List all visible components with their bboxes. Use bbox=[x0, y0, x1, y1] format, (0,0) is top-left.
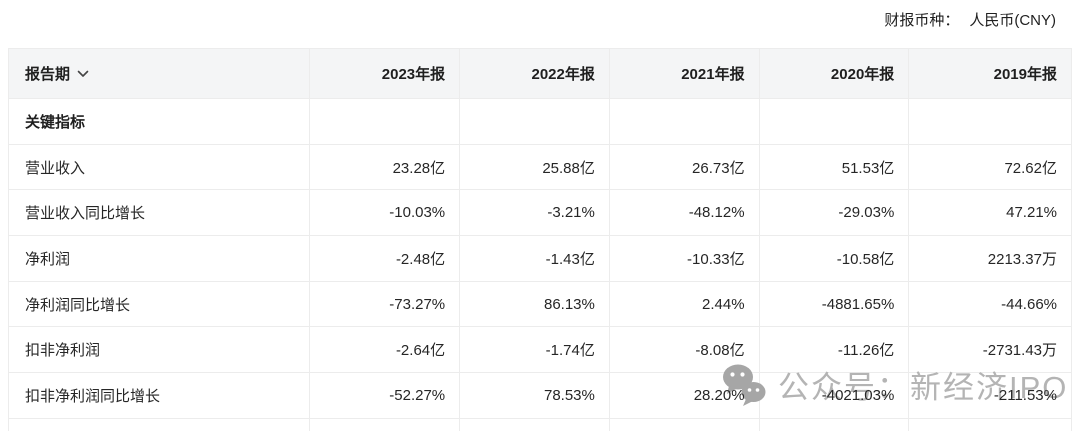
cell-value: -4881.65% bbox=[760, 281, 910, 327]
section-row: 关键指标 bbox=[9, 99, 1071, 145]
row-label: 净利润 bbox=[9, 236, 311, 281]
row-label: 净利润同比增长 bbox=[9, 281, 311, 327]
cell-value: 51.53亿 bbox=[760, 144, 910, 190]
table-row-revenue: 营业收入 23.28亿 25.88亿 26.73亿 51.53亿 72.62亿 bbox=[9, 144, 1071, 191]
table-row-partial bbox=[9, 418, 1071, 431]
empty-cell bbox=[760, 418, 910, 431]
empty-cell bbox=[909, 419, 1071, 431]
column-header-2023: 2023年报 bbox=[310, 49, 461, 98]
empty-cell bbox=[460, 418, 610, 431]
cell-value: -3.21% bbox=[460, 190, 610, 236]
column-header-2022: 2022年报 bbox=[460, 49, 610, 98]
cell-value: -2.64亿 bbox=[310, 327, 461, 373]
cell-value: -29.03% bbox=[760, 190, 910, 236]
cell-value: -44.66% bbox=[1001, 295, 1057, 313]
cell-value: 47.21% bbox=[1006, 204, 1057, 222]
column-header-2021: 2021年报 bbox=[610, 49, 760, 98]
cell-value: -211.53% bbox=[993, 386, 1057, 404]
table-row-adj-net-profit: 扣非净利润 -2.64亿 -1.74亿 -8.08亿 -11.26亿 -2731… bbox=[9, 327, 1071, 374]
currency-note: 财报币种： 人民币(CNY) bbox=[884, 9, 1056, 30]
currency-label: 财报币种： bbox=[884, 12, 960, 29]
financial-table: 报告期 2023年报 2022年报 2021年报 2020年报 2019年报 关… bbox=[8, 48, 1072, 431]
cell-value: 72.62亿 bbox=[1004, 159, 1057, 177]
cell-value: -4021.03% bbox=[760, 373, 910, 418]
empty-cell bbox=[909, 99, 1071, 144]
cell-value: -10.33亿 bbox=[610, 236, 760, 281]
cell-value: -11.26亿 bbox=[760, 327, 910, 373]
table-row-net-profit: 净利润 -2.48亿 -1.43亿 -10.33亿 -10.58亿 2213.3… bbox=[9, 236, 1071, 282]
empty-cell bbox=[760, 99, 910, 144]
row-label: 扣非净利润同比增长 bbox=[9, 373, 311, 418]
cell-value: 26.73亿 bbox=[610, 144, 760, 190]
cell-value: 23.28亿 bbox=[310, 144, 461, 190]
table-row-net-profit-yoy: 净利润同比增长 -73.27% 86.13% 2.44% -4881.65% -… bbox=[9, 281, 1071, 328]
report-period-label: 报告期 bbox=[25, 66, 71, 83]
cell-value: -2731.43万 bbox=[982, 342, 1057, 360]
empty-cell bbox=[310, 99, 461, 144]
cell-value: 28.20% bbox=[610, 373, 760, 418]
cell-value: 2.44% bbox=[610, 281, 760, 327]
section-title: 关键指标 bbox=[9, 99, 311, 144]
row-label: 营业收入同比增长 bbox=[9, 190, 311, 236]
cell-value: -73.27% bbox=[310, 281, 461, 327]
table-row-revenue-yoy: 营业收入同比增长 -10.03% -3.21% -48.12% -29.03% … bbox=[9, 190, 1071, 237]
report-period-header[interactable]: 报告期 bbox=[9, 49, 311, 98]
cell-value: 2213.37万 bbox=[987, 250, 1057, 268]
empty-cell bbox=[460, 99, 610, 144]
empty-cell bbox=[310, 418, 461, 431]
column-header-2019: 2019年报 bbox=[993, 66, 1057, 83]
cell-value: -10.58亿 bbox=[760, 236, 910, 281]
cell-value: -2.48亿 bbox=[310, 236, 461, 281]
cell-value: 25.88亿 bbox=[460, 144, 610, 190]
row-label: 扣非净利润 bbox=[9, 327, 311, 373]
row-label: 营业收入 bbox=[9, 144, 311, 190]
cell-value: -1.74亿 bbox=[460, 327, 610, 373]
cell-value: -10.03% bbox=[310, 190, 461, 236]
empty-cell bbox=[9, 418, 311, 431]
column-header-2020: 2020年报 bbox=[760, 49, 910, 98]
empty-cell bbox=[610, 99, 760, 144]
empty-cell bbox=[610, 418, 760, 431]
cell-value: -1.43亿 bbox=[460, 236, 610, 281]
table-row-adj-net-profit-yoy: 扣非净利润同比增长 -52.27% 78.53% 28.20% -4021.03… bbox=[9, 373, 1071, 419]
cell-value: 78.53% bbox=[460, 373, 610, 418]
cell-value: -48.12% bbox=[610, 190, 760, 236]
currency-value: 人民币(CNY) bbox=[969, 12, 1056, 29]
cell-value: -52.27% bbox=[310, 373, 461, 418]
cell-value: -8.08亿 bbox=[610, 327, 760, 373]
table-header-row: 报告期 2023年报 2022年报 2021年报 2020年报 2019年报 bbox=[9, 49, 1071, 99]
chevron-down-icon bbox=[77, 70, 89, 78]
cell-value: 86.13% bbox=[460, 281, 610, 327]
